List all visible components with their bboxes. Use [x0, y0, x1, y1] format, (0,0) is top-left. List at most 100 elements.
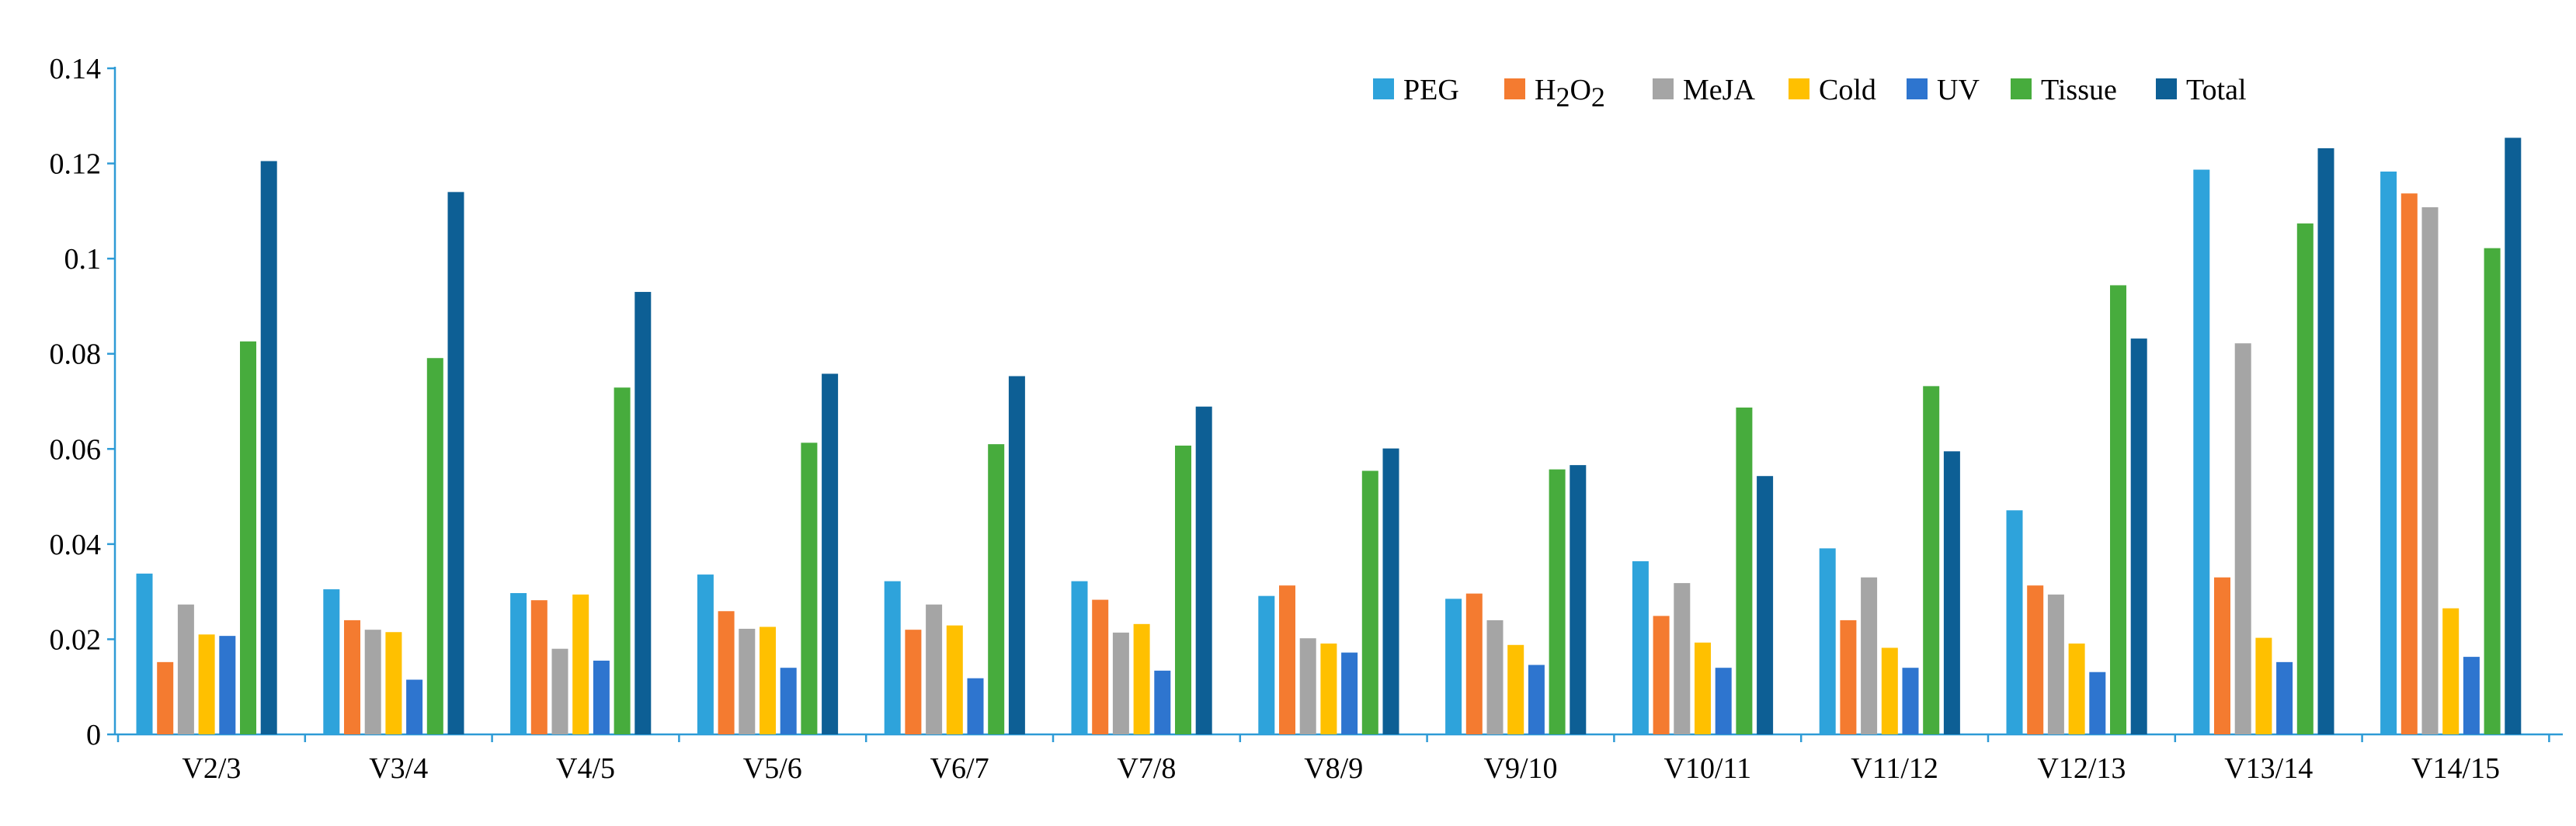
x-tick-label: V5/6: [743, 752, 802, 785]
x-tick-label: V3/4: [369, 752, 428, 785]
bar-h2o2-v7-8: [1092, 599, 1109, 734]
bar-cold-v5-6: [760, 626, 776, 734]
bar-cold-v12-13: [2068, 643, 2085, 734]
bar-uv-v11-12: [1902, 668, 1919, 734]
bar-peg-v11-12: [1819, 548, 1836, 734]
legend-label-cold: Cold: [1819, 74, 1876, 106]
bar-cold-v7-8: [1133, 623, 1150, 734]
bar-tissue-v9-10: [1549, 469, 1566, 734]
bar-uv-v5-6: [780, 668, 797, 734]
bar-cold-v4-5: [572, 594, 589, 734]
bar-total-v13-14: [2317, 148, 2334, 734]
bar-uv-v10-11: [1715, 668, 1732, 734]
bar-peg-v13-14: [2193, 169, 2210, 735]
bar-meja-v10-11: [1674, 583, 1691, 734]
bar-peg-v6-7: [884, 581, 901, 734]
bar-total-v14-15: [2505, 137, 2522, 735]
bar-peg-v5-6: [697, 574, 714, 734]
bar-peg-v4-5: [510, 592, 527, 734]
x-tick-label: V14/15: [2411, 752, 2500, 785]
bar-uv-v6-7: [967, 678, 984, 734]
bar-uv-v12-13: [2089, 672, 2106, 734]
x-tick-label: V2/3: [182, 752, 241, 785]
legend-swatch-meja: [1653, 78, 1674, 99]
bar-total-v12-13: [2130, 338, 2147, 734]
bar-peg-v8-9: [1258, 595, 1275, 734]
bar-peg-v14-15: [2380, 171, 2397, 735]
bar-h2o2-v2-3: [157, 661, 174, 734]
chart-legend: PEG H2O2 MeJA Cold UV Tissue Total: [1373, 74, 2247, 113]
bar-meja-v2-3: [177, 604, 194, 734]
bar-h2o2-v12-13: [2027, 585, 2044, 734]
bar-total-v9-10: [1570, 465, 1587, 734]
bar-meja-v5-6: [739, 628, 756, 734]
bar-uv-v4-5: [593, 661, 610, 734]
bar-total-v8-9: [1382, 448, 1399, 734]
bar-cold-v13-14: [2255, 637, 2272, 734]
bar-uv-v13-14: [2276, 661, 2293, 734]
y-tick-label: 0.04: [50, 529, 102, 561]
y-tick-label: 0.1: [64, 243, 102, 276]
bar-cold-v3-4: [385, 632, 402, 734]
y-tick-label: 0: [86, 719, 101, 751]
legend-label-tissue: Tissue: [2041, 74, 2117, 106]
bar-h2o2-v6-7: [905, 630, 922, 734]
bar-tissue-v10-11: [1736, 407, 1753, 734]
bar-meja-v11-12: [1861, 577, 1878, 734]
x-tick-label: V12/13: [2037, 752, 2126, 785]
x-tick-label: V6/7: [930, 752, 989, 785]
bar-cold-v8-9: [1320, 643, 1337, 734]
x-tick-label: V9/10: [1484, 752, 1558, 785]
bar-peg-v3-4: [323, 589, 340, 734]
bar-tissue-v7-8: [1175, 446, 1191, 734]
x-tick-label: V7/8: [1117, 752, 1176, 785]
bar-h2o2-v3-4: [344, 620, 360, 734]
bar-uv-v8-9: [1341, 652, 1358, 734]
bar-peg-v2-3: [136, 573, 153, 734]
legend-label-meja: MeJA: [1683, 74, 1755, 106]
legend-label-peg: PEG: [1403, 74, 1459, 106]
bar-h2o2-v8-9: [1279, 585, 1295, 734]
bar-total-v4-5: [634, 292, 652, 734]
bar-uv-v2-3: [219, 636, 236, 734]
bar-tissue-v8-9: [1361, 470, 1378, 734]
legend-swatch-cold: [1789, 78, 1809, 99]
x-tick-label: V10/11: [1664, 752, 1752, 785]
bar-h2o2-v10-11: [1653, 616, 1670, 734]
bar-peg-v10-11: [1632, 560, 1649, 734]
bar-tissue-v2-3: [240, 341, 256, 734]
bar-cold-v11-12: [1881, 647, 1898, 734]
x-tick-label: V8/9: [1304, 752, 1363, 785]
bar-total-v7-8: [1195, 406, 1212, 734]
legend-swatch-uv: [1907, 78, 1928, 99]
bar-peg-v9-10: [1445, 599, 1462, 734]
bar-uv-v14-15: [2463, 657, 2480, 734]
y-tick-label: 0.06: [50, 433, 102, 466]
bar-tissue-v6-7: [988, 444, 1005, 734]
bar-total-v5-6: [822, 373, 839, 734]
legend-label-total: Total: [2186, 74, 2247, 106]
y-tick-label: 0.14: [50, 53, 102, 85]
bar-meja-v12-13: [2047, 594, 2064, 734]
bar-peg-v12-13: [2006, 510, 2023, 734]
bar-tissue-v14-15: [2484, 248, 2501, 734]
bar-tissue-v4-5: [614, 387, 631, 734]
bar-tissue-v5-6: [801, 442, 818, 734]
bar-h2o2-v9-10: [1465, 593, 1483, 734]
bar-cold-v2-3: [198, 634, 215, 734]
chart-axes: 0 0.02 0.04 0.06 0.08 0.1 0.12 0.14 V2/3 V3/4 V4/5…: [50, 53, 2563, 785]
legend-label-uv: UV: [1937, 74, 1980, 106]
bar-meja-v9-10: [1486, 620, 1504, 734]
bar-h2o2-v5-6: [718, 611, 735, 734]
bar-uv-v7-8: [1154, 670, 1171, 734]
legend-swatch-total: [2156, 78, 2177, 99]
y-tick-label: 0.02: [50, 623, 102, 656]
bar-meja-v7-8: [1112, 632, 1129, 734]
chart-bars: [136, 137, 2522, 735]
legend-swatch-h2o2: [1504, 78, 1525, 99]
bar-tissue-v11-12: [1923, 386, 1940, 734]
bar-total-v11-12: [1943, 451, 1960, 734]
bar-meja-v4-5: [551, 648, 568, 734]
bar-meja-v8-9: [1299, 638, 1316, 734]
